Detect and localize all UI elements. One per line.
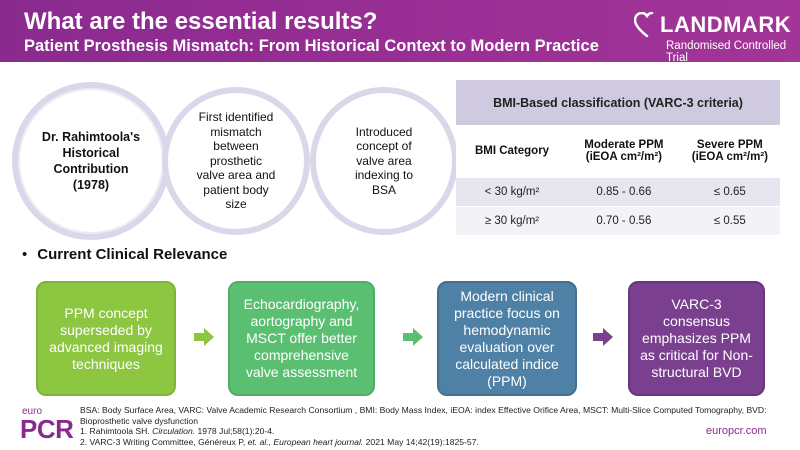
column-header-severe: Severe PPM (iEOA cm²/m²) xyxy=(691,138,768,163)
contribution-line: Contribution xyxy=(53,162,129,176)
section-heading: • Current Clinical Relevance xyxy=(22,246,227,263)
header-banner: What are the essential results? Patient … xyxy=(0,0,800,64)
landmark-brand: LANDMARK xyxy=(660,12,792,37)
table-title: BMI-Based classification (VARC-3 criteri… xyxy=(456,80,780,125)
contribution-line: (1978) xyxy=(72,178,110,192)
reference-1-details: 1978 Jul;58(1):20-4. xyxy=(195,426,275,436)
page-subtitle: Patient Prosthesis Mismatch: From Histor… xyxy=(24,37,599,55)
table-cell: ≥ 30 kg/m² xyxy=(456,205,568,235)
contribution-line: Dr. Rahimtoola's xyxy=(41,130,141,144)
reference-1: 1. Rahimtoola SH. Circulation. 1978 Jul;… xyxy=(80,426,780,437)
website-link[interactable]: europcr.com xyxy=(706,425,767,437)
bullet-icon: • xyxy=(22,246,28,263)
table-cell: 0.85 - 0.66 xyxy=(568,176,680,206)
first-identified-circle: First identified mismatch between prosth… xyxy=(162,87,310,235)
classification-table: BMI Category Moderate PPM (iEOA cm²/m²) … xyxy=(456,125,780,235)
flow-box-imaging: Echocardiography, aortography and MSCT o… xyxy=(228,281,375,396)
landmark-logo: LANDMARK Randomised Controlled Trial xyxy=(634,10,794,64)
introduced-line: indexing to xyxy=(354,168,414,183)
section-title: Current Clinical Relevance xyxy=(37,246,228,263)
introduced-line: valve area xyxy=(356,153,412,168)
europcr-logo-euro: euro xyxy=(22,406,43,417)
reference-2-journal: et. al., European heart journal. xyxy=(247,436,364,447)
introduced-line: BSA xyxy=(371,182,396,197)
reference-1-authors: 1. Rahimtoola SH. xyxy=(80,426,153,436)
introduced-circle: Introduced concept of valve area indexin… xyxy=(310,87,458,235)
column-header-moderate: Moderate PPM (iEOA cm²/m²) xyxy=(584,138,664,163)
footnotes: BSA: Body Surface Area, VARC: Valve Acad… xyxy=(80,405,780,447)
first-identified-line: patient body xyxy=(203,182,269,197)
first-identified-line: between xyxy=(213,139,259,154)
europcr-logo-pcr: PCR xyxy=(20,414,74,444)
heart-logo-icon xyxy=(634,12,654,38)
arrow-right-icon xyxy=(194,328,214,346)
reference-2-authors: 2. VARC-3 Writing Committee, Généreux P, xyxy=(80,436,248,447)
arrow-right-icon xyxy=(403,328,423,346)
introduced-line: concept of xyxy=(356,139,412,154)
first-identified-line: First identified xyxy=(198,110,274,125)
table-cell: ≤ 0.65 xyxy=(679,176,780,206)
reference-1-journal: Circulation. xyxy=(152,426,196,436)
introduced-line: Introduced xyxy=(355,124,413,139)
table-cell: ≤ 0.55 xyxy=(679,205,780,235)
page-title: What are the essential results? xyxy=(24,8,378,35)
landmark-tagline: Randomised Controlled Trial xyxy=(666,40,787,64)
table-cell: 0.70 - 0.56 xyxy=(568,205,680,235)
abbreviations-note: BSA: Body Surface Area, VARC: Valve Acad… xyxy=(80,405,767,426)
contribution-line: Historical xyxy=(62,146,120,160)
first-identified-line: mismatch xyxy=(210,124,262,139)
flow-box-ppm-concept: PPM concept superseded by advanced imagi… xyxy=(36,281,176,396)
column-header-bmi: BMI Category xyxy=(474,144,550,157)
flow-box-varc3: VARC-3 consensus emphasizes PPM as criti… xyxy=(628,281,765,396)
reference-2-details: 2021 May 14;42(19):1825-57. xyxy=(363,436,479,447)
first-identified-line: valve area and xyxy=(196,168,276,183)
table-row: < 30 kg/m² 0.85 - 0.66 ≤ 0.65 xyxy=(456,176,780,206)
first-identified-line: prosthetic xyxy=(209,153,262,168)
arrow-right-icon xyxy=(593,328,613,346)
table-row: ≥ 30 kg/m² 0.70 - 0.56 ≤ 0.55 xyxy=(456,205,780,235)
bmi-classification-table: BMI-Based classification (VARC-3 criteri… xyxy=(456,80,780,236)
flow-box-hemodynamic: Modern clinical practice focus on hemody… xyxy=(437,281,577,396)
reference-2: 2. VARC-3 Writing Committee, Généreux P,… xyxy=(80,437,780,448)
table-cell: < 30 kg/m² xyxy=(456,176,568,206)
first-identified-line: size xyxy=(225,197,247,212)
contribution-circle: Dr. Rahimtoola's Historical Contribution… xyxy=(12,82,170,240)
table-header-row: BMI Category Moderate PPM (iEOA cm²/m²) … xyxy=(456,125,780,177)
